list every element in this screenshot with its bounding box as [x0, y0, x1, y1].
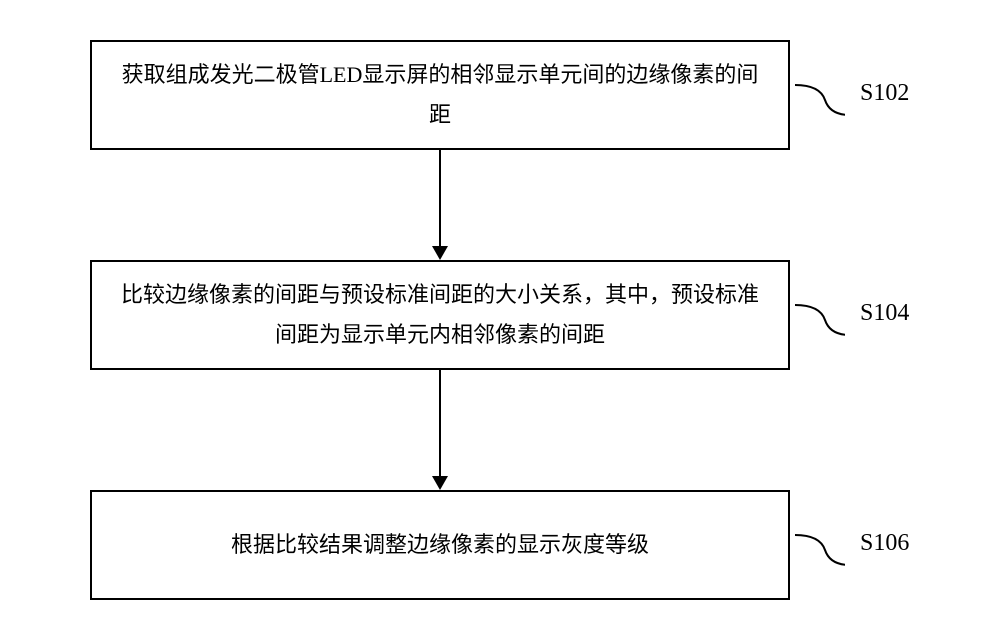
node-text: 获取组成发光二极管LED显示屏的相邻显示单元间的边缘像素的间距 — [112, 55, 768, 134]
step-label: S106 — [860, 530, 909, 557]
step-label: S104 — [860, 300, 909, 327]
edge-arrow — [432, 246, 448, 260]
node-text: 根据比较结果调整边缘像素的显示灰度等级 — [231, 525, 649, 565]
node-text: 比较边缘像素的间距与预设标准间距的大小关系，其中，预设标准间距为显示单元内相邻像… — [112, 275, 768, 354]
flow-node-2: 比较边缘像素的间距与预设标准间距的大小关系，其中，预设标准间距为显示单元内相邻像… — [90, 260, 790, 370]
edge-arrow — [432, 476, 448, 490]
step-label: S102 — [860, 80, 909, 107]
connector-curve — [795, 525, 845, 575]
flow-node-1: 获取组成发光二极管LED显示屏的相邻显示单元间的边缘像素的间距 — [90, 40, 790, 150]
flowchart-container: 获取组成发光二极管LED显示屏的相邻显示单元间的边缘像素的间距 比较边缘像素的间… — [90, 0, 790, 640]
connector-curve — [795, 295, 845, 345]
edge-line — [439, 150, 441, 246]
edge-line — [439, 370, 441, 476]
connector-curve — [795, 75, 845, 125]
flow-node-3: 根据比较结果调整边缘像素的显示灰度等级 — [90, 490, 790, 600]
